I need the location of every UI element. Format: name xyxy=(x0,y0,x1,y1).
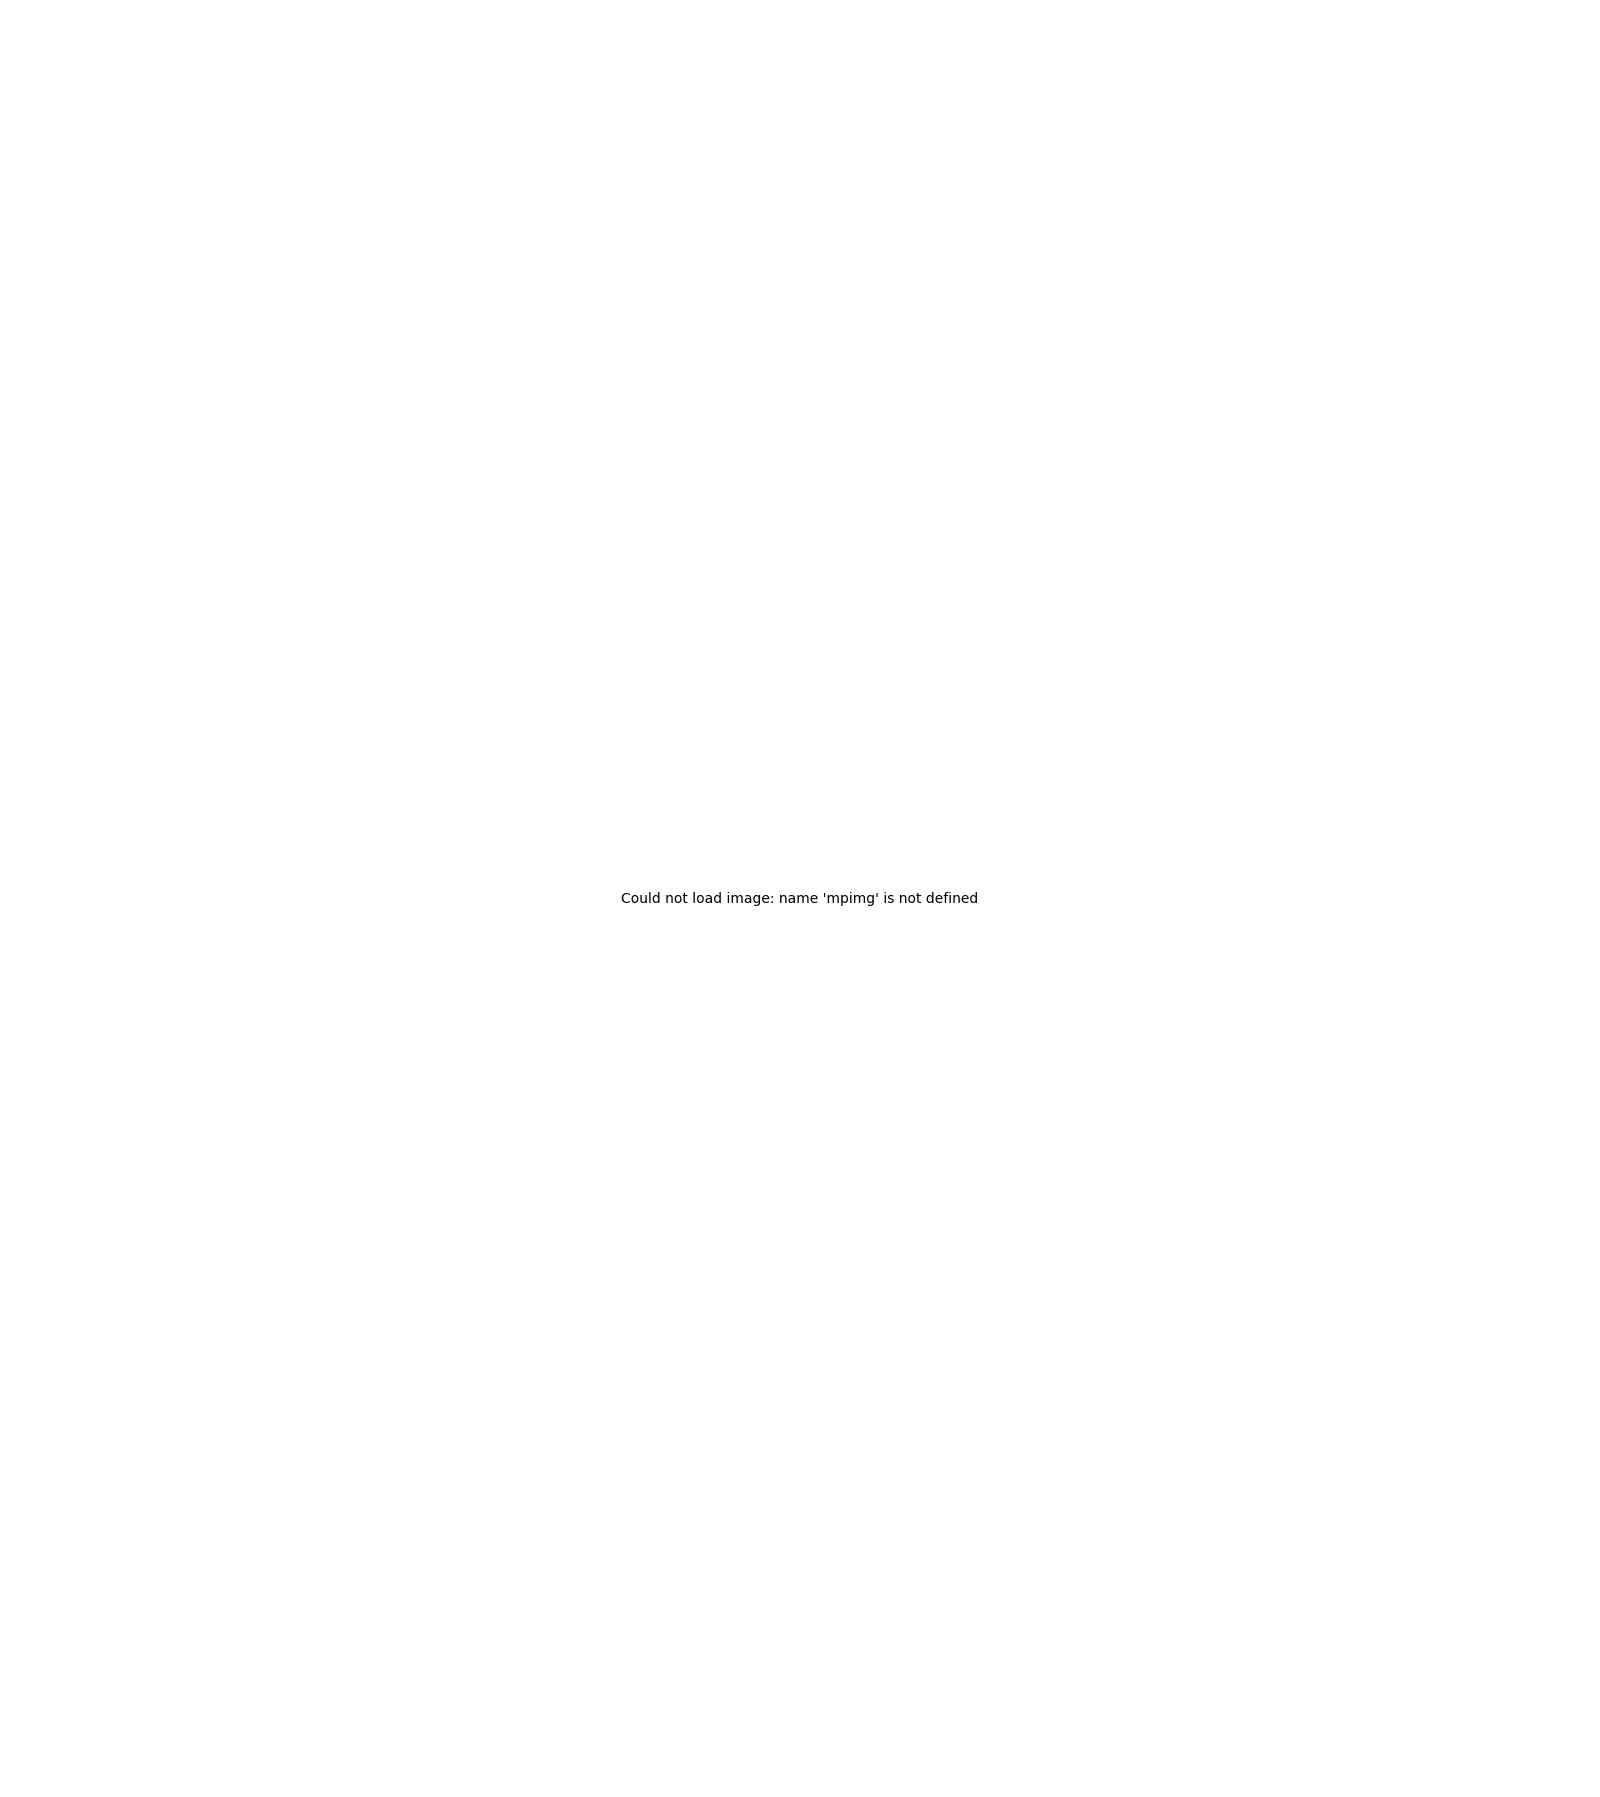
Text: Could not load image: name 'mpimg' is not defined: Could not load image: name 'mpimg' is no… xyxy=(621,891,979,906)
